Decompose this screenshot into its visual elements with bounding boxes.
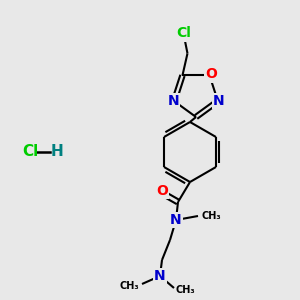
Text: N: N: [154, 269, 166, 283]
Text: N: N: [213, 94, 225, 108]
Text: CH₃: CH₃: [176, 285, 196, 295]
Text: N: N: [167, 94, 179, 108]
Text: CH₃: CH₃: [119, 281, 139, 291]
Text: Cl: Cl: [22, 145, 38, 160]
Text: Cl: Cl: [176, 26, 191, 40]
Text: CH₃: CH₃: [201, 211, 220, 221]
Text: O: O: [156, 184, 168, 198]
Text: H: H: [51, 145, 63, 160]
Text: O: O: [206, 68, 218, 81]
Text: N: N: [170, 213, 182, 227]
